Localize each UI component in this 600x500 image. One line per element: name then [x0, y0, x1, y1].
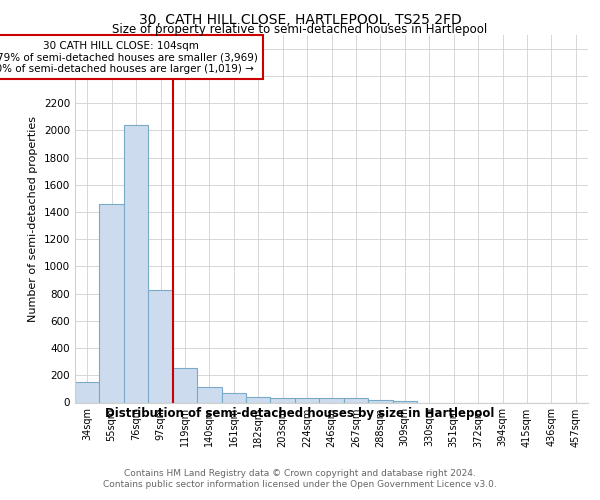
Bar	[392, 401, 417, 402]
Text: Distribution of semi-detached houses by size in Hartlepool: Distribution of semi-detached houses by …	[106, 408, 494, 420]
Bar	[148, 290, 173, 403]
Text: Contains HM Land Registry data © Crown copyright and database right 2024.: Contains HM Land Registry data © Crown c…	[124, 469, 476, 478]
Bar	[221, 393, 246, 402]
Bar	[124, 125, 148, 402]
Bar	[271, 398, 295, 402]
Bar	[295, 398, 319, 402]
Bar	[100, 204, 124, 402]
Text: 30 CATH HILL CLOSE: 104sqm
← 79% of semi-detached houses are smaller (3,969)
20%: 30 CATH HILL CLOSE: 104sqm ← 79% of semi…	[0, 40, 257, 74]
Text: Size of property relative to semi-detached houses in Hartlepool: Size of property relative to semi-detach…	[112, 22, 488, 36]
Bar	[197, 387, 221, 402]
Bar	[368, 400, 392, 402]
Text: Contains public sector information licensed under the Open Government Licence v3: Contains public sector information licen…	[103, 480, 497, 489]
Bar	[75, 382, 100, 402]
Bar	[246, 397, 271, 402]
Bar	[173, 368, 197, 402]
Bar	[344, 398, 368, 402]
Text: 30, CATH HILL CLOSE, HARTLEPOOL, TS25 2FD: 30, CATH HILL CLOSE, HARTLEPOOL, TS25 2F…	[139, 12, 461, 26]
Y-axis label: Number of semi-detached properties: Number of semi-detached properties	[28, 116, 38, 322]
Bar	[319, 398, 344, 402]
